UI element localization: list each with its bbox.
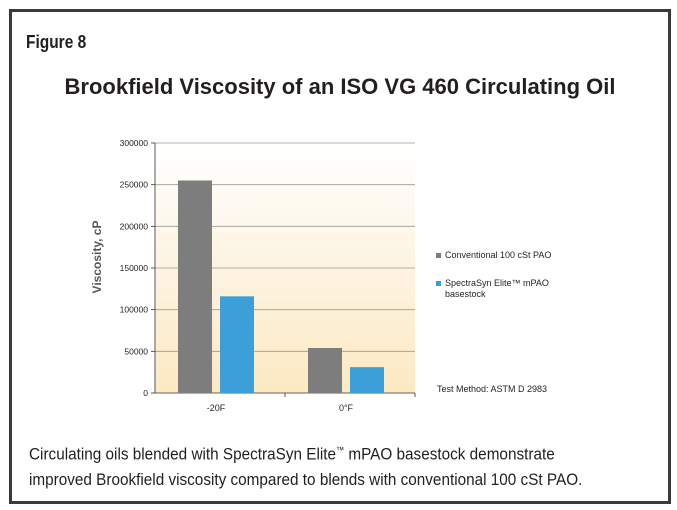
y-tick-label: 50000 (124, 346, 148, 356)
y-tick-label: 200000 (120, 221, 149, 231)
x-tick-label: 0°F (339, 403, 354, 413)
x-tick-label: -20F (207, 403, 226, 413)
legend-swatch-conventional (436, 253, 441, 258)
figure-frame: Figure 8 Brookfield Viscosity of an ISO … (9, 9, 671, 504)
test-method-note: Test Method: ASTM D 2983 (437, 384, 548, 394)
bar-conventional-0 (178, 180, 212, 393)
bar-spectrasyn-0 (220, 296, 254, 393)
y-tick-label: 100000 (120, 305, 149, 315)
legend-item-conventional: Conventional 100 cSt PAO (436, 250, 596, 261)
legend-item-spectrasyn: SpectraSyn Elite™ mPAO basestock (436, 278, 563, 300)
y-tick-label: 0 (143, 388, 148, 398)
figure-label: Figure 8 (26, 32, 87, 52)
y-tick-label: 300000 (120, 138, 149, 148)
chart-legend: Conventional 100 cSt PAO SpectraSyn Elit… (436, 250, 596, 317)
caption-text-part1: Circulating oils blended with SpectraSyn… (29, 444, 337, 464)
legend-label-spectrasyn: SpectraSyn Elite™ mPAO basestock (445, 278, 549, 299)
legend-swatch-spectrasyn (436, 281, 441, 286)
caption-text-line2: improved Brookfield viscosity compared t… (29, 469, 583, 489)
caption-text-part2: mPAO basestock demonstrate (344, 444, 555, 464)
y-tick-label: 250000 (120, 180, 149, 190)
legend-label-conventional: Conventional 100 cSt PAO (445, 250, 552, 260)
y-axis-label: Viscosity, cP (90, 221, 104, 294)
y-tick-label: 150000 (120, 263, 149, 273)
bar-chart: 0 50000 100000 150000 200000 250000 300000 -20F… (90, 138, 416, 413)
bar-conventional-1 (308, 348, 342, 393)
figure-caption: Circulating oils blended with SpectraSyn… (29, 438, 596, 492)
chart-title: Brookfield Viscosity of an ISO VG 460 Ci… (64, 74, 616, 99)
bar-spectrasyn-1 (350, 367, 384, 393)
trademark-symbol: ™ (336, 445, 345, 455)
